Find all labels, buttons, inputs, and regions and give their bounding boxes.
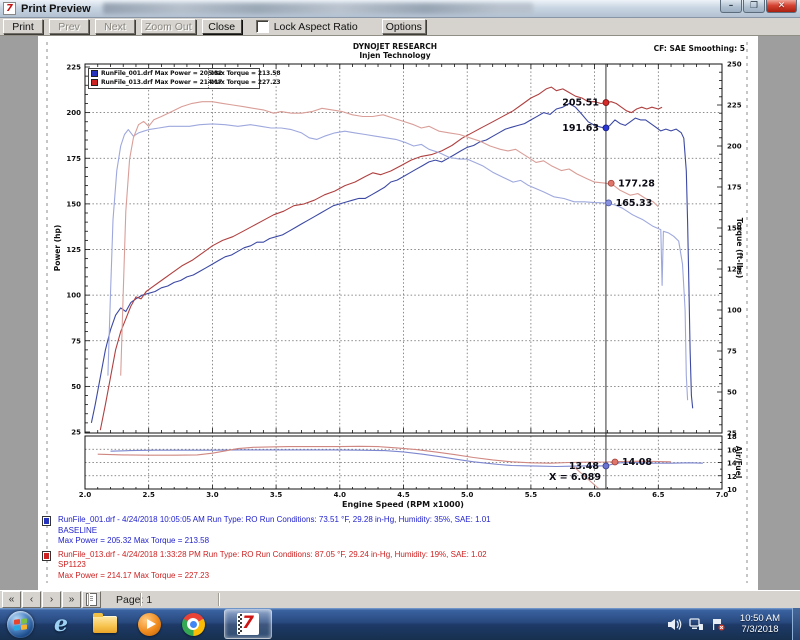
dynojet-taskbar-button[interactable]: 7 xyxy=(224,609,272,639)
legend-swatch xyxy=(91,79,98,86)
report-header: DYNOJET RESEARCH Injen Technology xyxy=(85,42,705,60)
toolbar: Print Prev Next Zoom Out Close Lock Aspe… xyxy=(0,18,800,36)
explorer-taskbar-button[interactable] xyxy=(92,611,118,637)
run-info-block: RunFile_001.drf - 4/24/2018 10:05:05 AM … xyxy=(42,515,491,584)
media-player-taskbar-button[interactable] xyxy=(136,611,162,637)
chrome-taskbar-button[interactable] xyxy=(180,611,206,637)
statusbar: « ‹ › » Page: 1 xyxy=(0,590,800,608)
options-button[interactable]: Options xyxy=(381,19,426,34)
run-info-line: RunFile_013.drf - 4/24/2018 1:33:28 PM R… xyxy=(58,549,487,559)
dynojet-app-icon: 7 xyxy=(3,2,16,15)
internet-explorer-icon: e xyxy=(54,611,68,637)
run-file-icon xyxy=(42,550,51,561)
network-icon[interactable] xyxy=(689,617,704,631)
system-tray: 10:50 AM 7/3/2018 xyxy=(668,608,800,640)
legend-max-torque: Max Torque = 227.23 xyxy=(211,79,281,86)
chart-legend: RunFile_001.drf Max Power = 205.32 Max To… xyxy=(88,68,281,89)
legend-swatch xyxy=(91,70,98,77)
zoom-out-button[interactable]: Zoom Out xyxy=(141,19,196,34)
start-button[interactable] xyxy=(7,610,34,638)
run-info-entry: RunFile_001.drf - 4/24/2018 10:05:05 AM … xyxy=(42,515,491,547)
last-page-button[interactable]: » xyxy=(62,591,81,608)
titlebar[interactable]: 7 Print Preview – ❐ ✕ xyxy=(0,0,800,18)
restore-button[interactable]: ❐ xyxy=(743,0,765,13)
window-title: Print Preview xyxy=(21,2,91,15)
show-desktop-button[interactable] xyxy=(792,608,800,640)
prev-page-button[interactable]: ‹ xyxy=(22,591,41,608)
run-file-icon xyxy=(42,516,51,526)
run-info-line: RunFile_001.drf - 4/24/2018 10:05:05 AM … xyxy=(58,515,491,524)
lock-aspect-label: Lock Aspect Ratio xyxy=(273,20,358,33)
windows-flag-icon xyxy=(14,617,27,631)
close-window-button[interactable]: ✕ xyxy=(766,0,797,13)
volume-icon[interactable] xyxy=(668,618,682,631)
page-icon xyxy=(86,593,97,606)
page-setup-button[interactable] xyxy=(82,591,101,608)
prev-button[interactable]: Prev xyxy=(49,19,89,34)
report-header-line2: Injen Technology xyxy=(359,51,431,60)
run-info-line: BASELINE xyxy=(58,525,98,535)
run-info-line: Max Power = 214.17 Max Torque = 227.23 xyxy=(58,570,210,580)
print-button[interactable]: Print xyxy=(3,19,43,34)
next-button[interactable]: Next xyxy=(95,19,135,34)
ie-taskbar-button[interactable]: e xyxy=(48,611,74,637)
legend-file-power: RunFile_013.drf Max Power = 214.17 xyxy=(101,79,223,86)
page-number-label: Page: 1 xyxy=(116,593,153,606)
action-center-flag-icon[interactable] xyxy=(711,618,725,631)
chrome-icon xyxy=(181,612,205,636)
first-page-button[interactable]: « xyxy=(2,591,21,608)
folder-icon xyxy=(93,612,117,633)
minimize-button[interactable]: – xyxy=(720,0,742,13)
taskbar: e 7 10:50 AM 7/3/2018 xyxy=(0,608,800,640)
preview-page xyxy=(38,36,758,590)
run-info-line: Max Power = 205.32 Max Torque = 213.58 xyxy=(58,536,210,545)
next-page-button[interactable]: › xyxy=(42,591,61,608)
clock-date: 7/3/2018 xyxy=(741,624,779,635)
dynojet-icon: 7 xyxy=(237,613,259,635)
smoothing-info: CF: SAE Smoothing: 5 xyxy=(653,44,745,53)
run-info-line: SP1123 xyxy=(58,560,86,569)
clock-time: 10:50 AM xyxy=(739,612,781,624)
redacted-title-text xyxy=(102,3,533,14)
lock-aspect-checkbox[interactable] xyxy=(255,20,269,33)
legend-max-torque: Max Torque = 213.58 xyxy=(211,70,281,77)
window-controls: – ❐ ✕ xyxy=(719,0,797,18)
taskbar-clock[interactable]: 10:50 AM 7/3/2018 xyxy=(732,613,788,636)
legend-file-power: RunFile_001.drf Max Power = 205.32 xyxy=(101,70,223,77)
run-info-entry: RunFile_013.drf - 4/24/2018 1:33:28 PM R… xyxy=(42,550,491,582)
media-player-icon xyxy=(137,612,161,636)
close-preview-button[interactable]: Close xyxy=(201,19,242,34)
report-header-line1: DYNOJET RESEARCH xyxy=(352,42,438,51)
